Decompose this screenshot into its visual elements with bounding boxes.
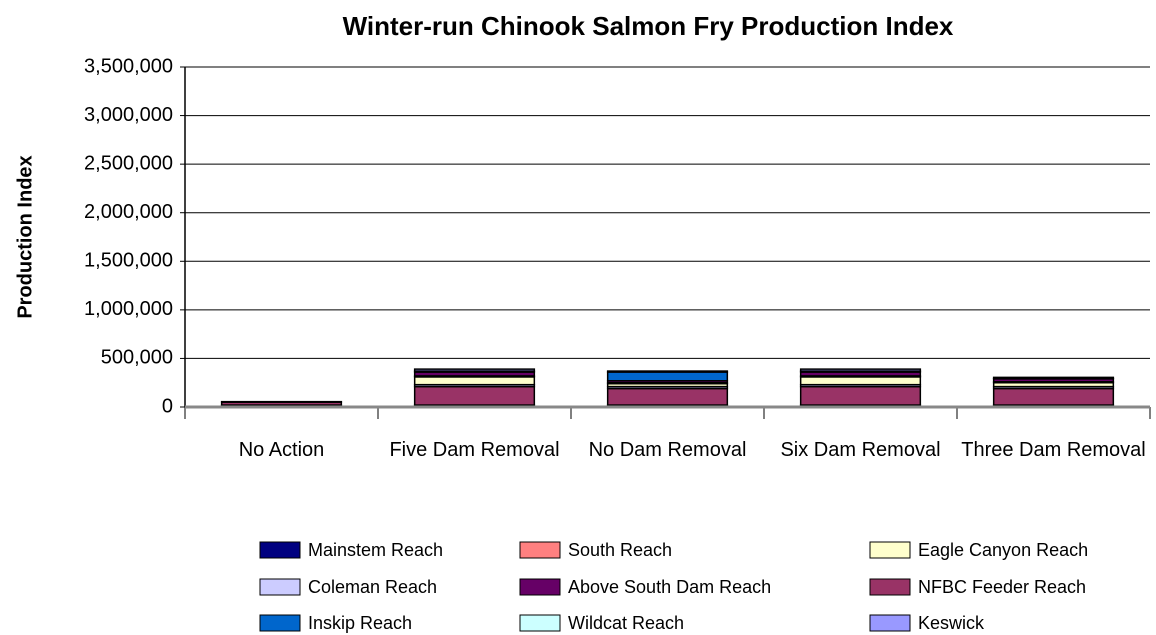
legend-label: Wildcat Reach <box>568 613 684 633</box>
chart-title: Winter-run Chinook Salmon Fry Production… <box>343 11 954 41</box>
legend-swatch <box>869 541 911 559</box>
y-tick-label: 2,500,000 <box>84 152 173 174</box>
x-tick-label: No Action <box>238 439 325 461</box>
y-tick-label: 1,000,000 <box>84 298 173 320</box>
y-tick-label: 500,000 <box>101 347 173 369</box>
legend-label: Inskip Reach <box>308 613 412 633</box>
legend-swatch <box>259 541 301 559</box>
x-tick-label: Five Dam Removal <box>389 439 560 461</box>
bar-segment <box>799 385 922 406</box>
bar-segment <box>799 376 922 386</box>
x-tick-label: Three Dam Removal <box>961 439 1146 461</box>
legend-label: Above South Dam Reach <box>568 577 771 597</box>
y-tick-label: 2,000,000 <box>84 201 173 223</box>
legend-swatch <box>519 578 561 596</box>
legend-swatch <box>259 578 301 596</box>
y-tick-label: 0 <box>162 395 173 417</box>
y-tick-label: 1,500,000 <box>84 250 173 272</box>
bar-segment <box>413 385 536 406</box>
bar-segment <box>413 376 536 386</box>
legend-label: Mainstem Reach <box>308 540 443 560</box>
legend-label: NFBC Feeder Reach <box>918 577 1086 597</box>
legend-swatch <box>869 578 911 596</box>
x-tick-label: No Dam Removal <box>588 439 747 461</box>
bar-segment <box>799 368 922 372</box>
legend-swatch <box>519 541 561 559</box>
legend-label: Coleman Reach <box>308 577 437 597</box>
legend-swatch <box>869 614 911 632</box>
legend-label: South Reach <box>568 540 672 560</box>
legend-label: Keswick <box>918 613 985 633</box>
legend-swatch <box>259 614 301 632</box>
x-tick-label: Six Dam Removal <box>780 439 941 461</box>
bar-segment <box>992 387 1115 406</box>
y-tick-label: 3,000,000 <box>84 104 173 126</box>
y-tick-label: 3,500,000 <box>84 55 173 77</box>
bar-segment <box>606 371 729 382</box>
bar-segment <box>413 368 536 372</box>
y-axis-label: Production Index <box>14 155 36 318</box>
legend-swatch <box>519 614 561 632</box>
bar-segment <box>606 387 729 406</box>
legend-label: Eagle Canyon Reach <box>918 540 1088 560</box>
bar-segment <box>606 370 729 373</box>
bar-segment <box>992 376 1115 380</box>
